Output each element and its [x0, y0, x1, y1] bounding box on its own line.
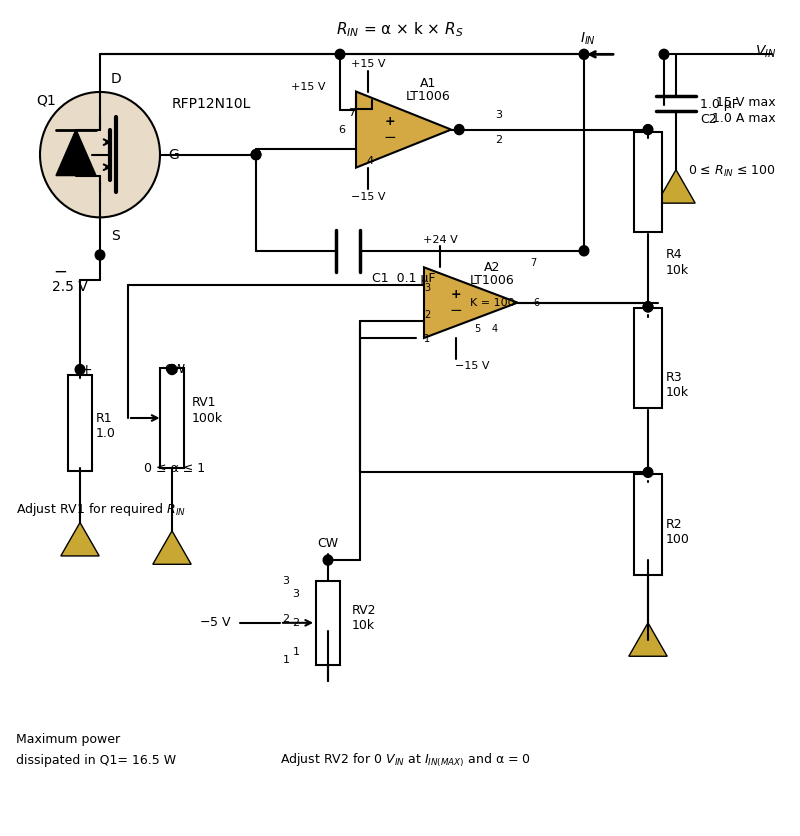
Text: Adjust RV1 for required $R_{IN}$: Adjust RV1 for required $R_{IN}$ — [16, 502, 186, 518]
Text: 100: 100 — [666, 533, 690, 546]
Text: 1: 1 — [293, 647, 299, 657]
Circle shape — [251, 150, 261, 160]
Text: CW: CW — [318, 537, 338, 550]
Circle shape — [95, 250, 105, 260]
Circle shape — [643, 467, 653, 477]
Text: C1  0.1 μF: C1 0.1 μF — [372, 272, 435, 285]
Text: 10k: 10k — [352, 619, 375, 632]
Circle shape — [251, 150, 261, 160]
Text: −: − — [383, 130, 396, 145]
Text: +: + — [450, 288, 462, 301]
Text: 1.0: 1.0 — [96, 426, 116, 440]
Text: R2: R2 — [666, 517, 682, 531]
Text: +24 V: +24 V — [422, 235, 458, 245]
Text: R3: R3 — [666, 371, 682, 385]
Text: 5: 5 — [474, 324, 481, 334]
Circle shape — [335, 49, 345, 59]
Text: 2: 2 — [424, 310, 430, 320]
Text: 10k: 10k — [666, 263, 689, 277]
Text: G: G — [168, 148, 178, 161]
Text: LT1006: LT1006 — [406, 89, 450, 103]
Text: 1: 1 — [424, 334, 430, 344]
Text: −15 V: −15 V — [454, 360, 490, 370]
Text: −15 V: −15 V — [350, 192, 386, 201]
Text: 4: 4 — [492, 324, 498, 334]
Text: D: D — [110, 73, 122, 86]
Text: CW: CW — [164, 363, 185, 376]
Polygon shape — [629, 623, 667, 656]
Text: 2: 2 — [495, 135, 502, 145]
Text: 4: 4 — [367, 155, 374, 166]
Text: 7: 7 — [349, 108, 355, 118]
Bar — [160, 368, 184, 468]
Circle shape — [454, 125, 464, 135]
Text: 2.5 V: 2.5 V — [52, 280, 88, 293]
Text: A2: A2 — [484, 261, 500, 274]
Text: 2: 2 — [293, 618, 299, 628]
Bar — [316, 581, 340, 665]
Text: 0 ≤ α ≤ 1: 0 ≤ α ≤ 1 — [144, 461, 205, 475]
Text: RV1: RV1 — [192, 396, 217, 410]
Text: 1.0 A max: 1.0 A max — [712, 112, 776, 125]
Circle shape — [75, 364, 85, 375]
Text: 6: 6 — [534, 298, 540, 308]
Polygon shape — [56, 130, 96, 176]
Text: 15 V max: 15 V max — [716, 96, 776, 110]
Text: R1: R1 — [96, 411, 113, 425]
Text: Q1: Q1 — [36, 94, 56, 107]
Text: 100k: 100k — [192, 411, 223, 425]
Text: 3: 3 — [293, 589, 299, 599]
Text: +: + — [384, 115, 395, 128]
Circle shape — [659, 49, 669, 59]
Circle shape — [643, 125, 653, 135]
Text: +15 V: +15 V — [350, 59, 386, 69]
Text: R4: R4 — [666, 248, 682, 262]
Bar — [634, 308, 662, 408]
Text: Maximum power: Maximum power — [16, 733, 120, 747]
Text: Adjust RV2 for 0 $V_{IN}$ at $I_{IN(MAX)}$ and α = 0: Adjust RV2 for 0 $V_{IN}$ at $I_{IN(MAX)… — [280, 752, 531, 769]
Text: 1: 1 — [282, 655, 290, 665]
Circle shape — [579, 49, 589, 59]
Text: A1: A1 — [420, 77, 436, 90]
Polygon shape — [61, 522, 99, 556]
Text: RV2: RV2 — [352, 604, 377, 617]
Circle shape — [643, 302, 653, 312]
Text: 2: 2 — [282, 614, 290, 624]
Text: 3: 3 — [495, 110, 502, 120]
Text: 7: 7 — [530, 258, 537, 268]
Circle shape — [167, 364, 177, 375]
Circle shape — [643, 302, 653, 312]
Text: $-$5 V: $-$5 V — [199, 616, 232, 630]
Circle shape — [579, 246, 589, 256]
Text: +: + — [81, 363, 92, 376]
Bar — [634, 132, 662, 232]
Circle shape — [323, 555, 333, 565]
Text: +15 V: +15 V — [290, 82, 326, 92]
Text: $I_{IN}$: $I_{IN}$ — [580, 31, 596, 48]
Text: 3: 3 — [424, 283, 430, 293]
Circle shape — [40, 92, 160, 217]
Polygon shape — [153, 531, 191, 564]
Text: RFP12N10L: RFP12N10L — [172, 98, 251, 111]
Bar — [68, 375, 92, 472]
Text: $V_{IN}$: $V_{IN}$ — [754, 43, 776, 60]
Text: dissipated in Q1= 16.5 W: dissipated in Q1= 16.5 W — [16, 754, 176, 767]
Text: LT1006: LT1006 — [470, 273, 514, 287]
Text: 1.0 μF: 1.0 μF — [700, 98, 739, 111]
Polygon shape — [424, 268, 518, 338]
Text: −: − — [53, 263, 67, 281]
Polygon shape — [356, 92, 451, 168]
Text: 6: 6 — [338, 125, 346, 135]
Text: S: S — [112, 229, 120, 242]
Text: C2: C2 — [700, 113, 717, 126]
Bar — [634, 475, 662, 575]
Text: −: − — [450, 303, 462, 318]
Text: K = 100: K = 100 — [470, 298, 514, 308]
Text: 3: 3 — [282, 576, 290, 586]
Text: 10k: 10k — [666, 386, 689, 400]
Polygon shape — [657, 170, 695, 203]
Text: $R_{IN}$ = α × k × $R_S$: $R_{IN}$ = α × k × $R_S$ — [336, 20, 464, 38]
Text: 0 ≤ $R_{IN}$ ≤ 100: 0 ≤ $R_{IN}$ ≤ 100 — [688, 164, 776, 179]
